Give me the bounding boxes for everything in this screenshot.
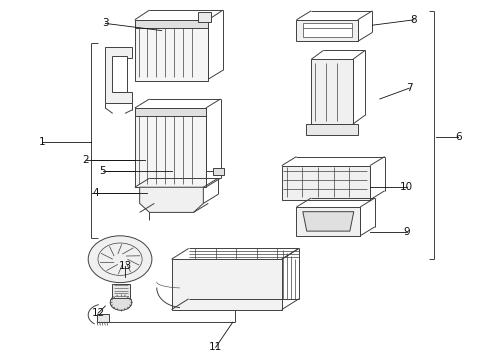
Bar [112,56,127,92]
Bar [112,284,130,298]
Bar [213,168,224,175]
Circle shape [110,294,132,310]
Polygon shape [172,259,282,310]
Polygon shape [296,20,358,41]
Polygon shape [311,59,353,124]
Polygon shape [296,207,360,236]
Text: 6: 6 [455,132,462,142]
Bar [303,23,352,37]
Polygon shape [105,47,132,103]
Bar [135,108,206,116]
Circle shape [88,236,152,283]
Text: 7: 7 [406,83,413,93]
Bar [135,20,208,28]
Polygon shape [303,212,354,231]
Polygon shape [306,124,358,135]
Text: 1: 1 [38,137,45,147]
Polygon shape [140,187,203,212]
Text: 12: 12 [91,308,105,318]
Text: 10: 10 [400,182,413,192]
Text: 3: 3 [102,18,109,28]
Text: 8: 8 [411,15,417,25]
Bar [135,20,208,81]
Text: 5: 5 [99,166,106,176]
Text: 13: 13 [118,261,132,271]
Bar [135,108,206,187]
Text: 2: 2 [82,155,89,165]
Bar [97,314,109,322]
Bar [198,12,211,22]
Text: 9: 9 [403,227,410,237]
Polygon shape [282,166,370,200]
Text: 4: 4 [92,188,99,198]
Text: 11: 11 [209,342,222,352]
